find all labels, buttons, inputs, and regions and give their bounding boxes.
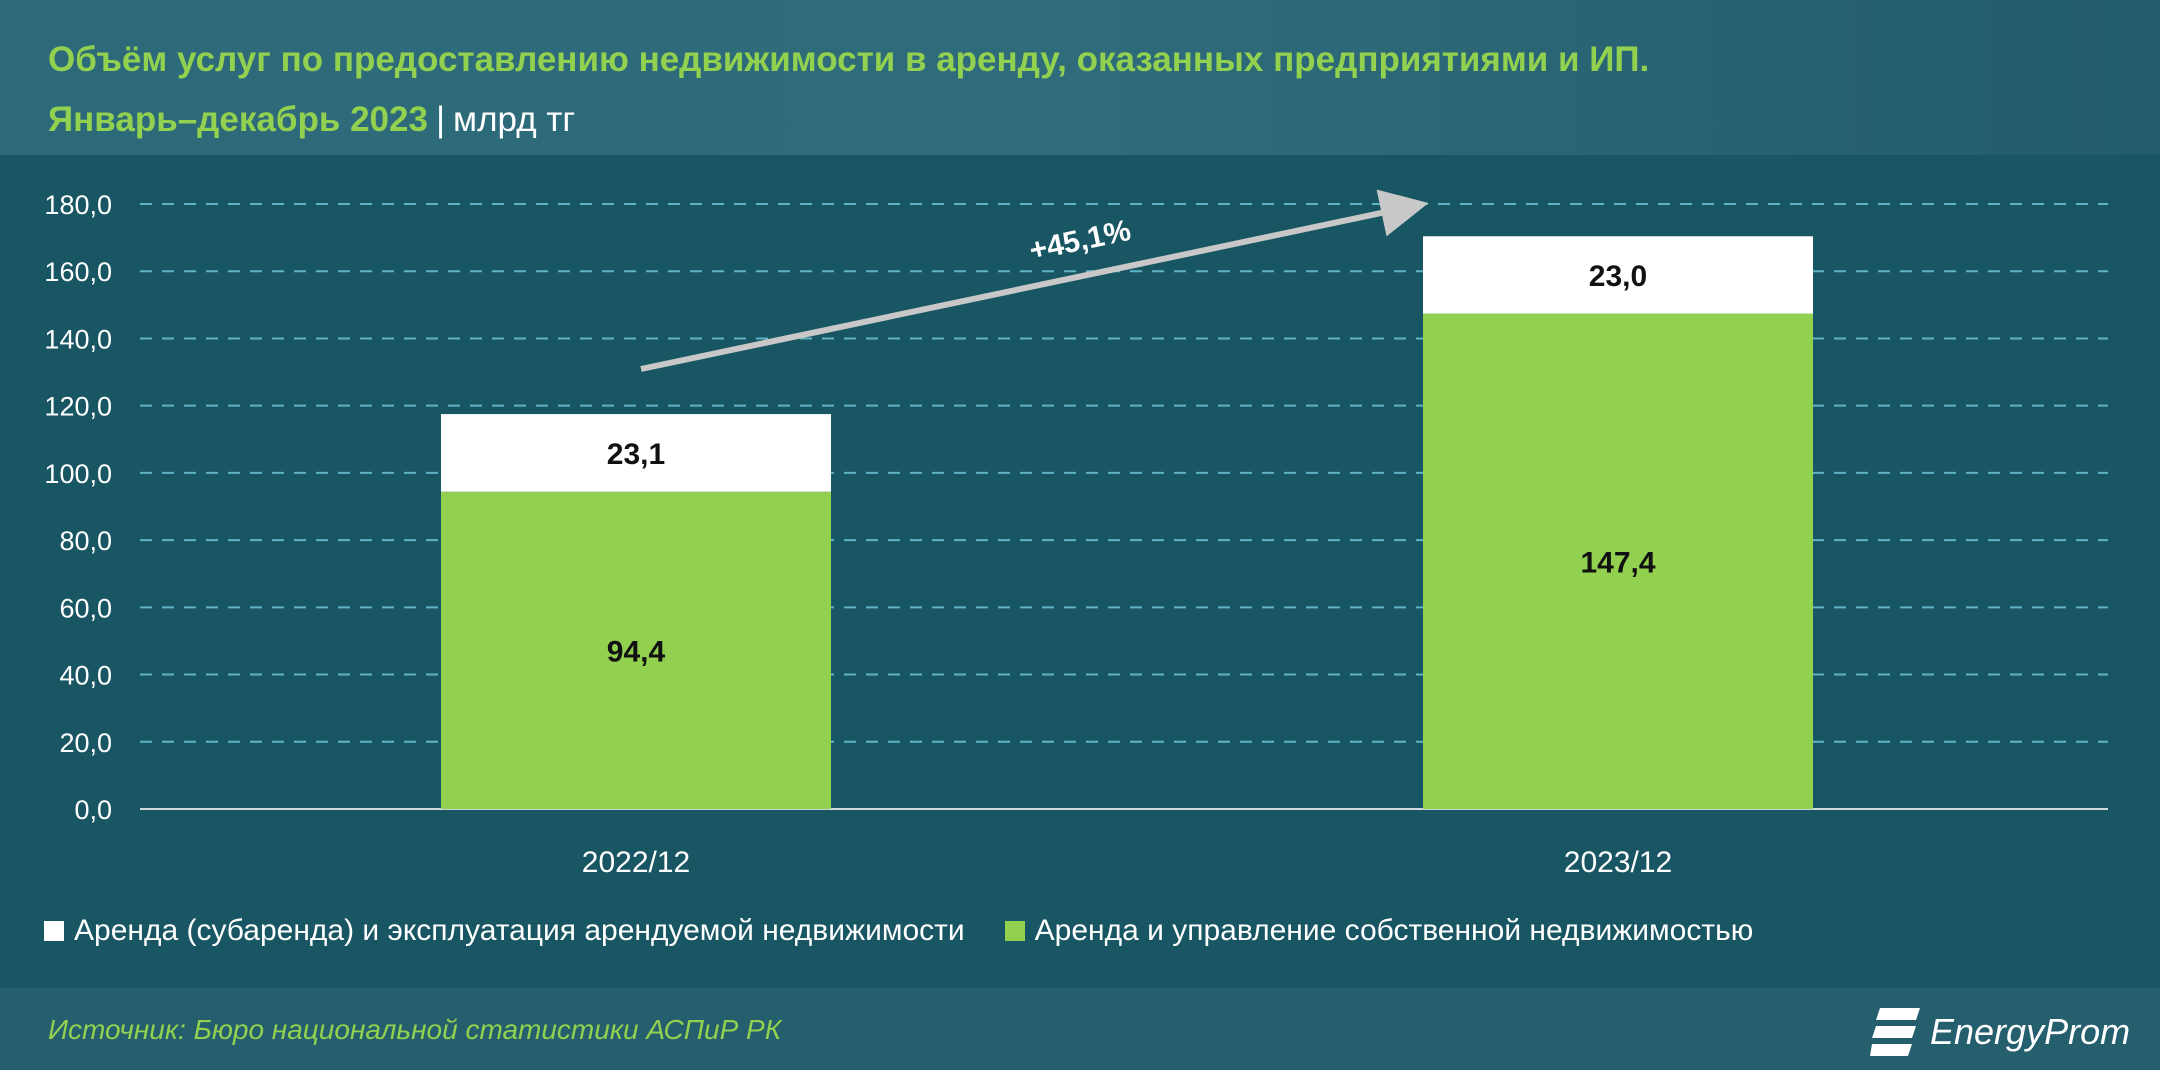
y-tick-label: 20,0 (59, 728, 112, 758)
data-label: 23,1 (607, 438, 665, 471)
bar-segment (441, 491, 831, 809)
source-text: Источник: Бюро национальной статистики А… (48, 1014, 782, 1045)
bar-segment (441, 414, 831, 492)
y-tick-label: 180,0 (44, 190, 112, 220)
y-tick-label: 80,0 (59, 526, 112, 556)
legend-item-own: Аренда и управление собственной недвижим… (1004, 914, 1754, 948)
growth-annotation: +45,1% (1026, 214, 1133, 268)
y-tick-label: 100,0 (44, 459, 112, 489)
title-period: Январь–декабрь 2023 (48, 100, 428, 139)
data-label: 23,0 (1589, 260, 1647, 293)
y-tick-label: 60,0 (59, 593, 112, 623)
growth-arrow (640, 189, 1429, 372)
y-tick-label: 0,0 (74, 795, 112, 825)
chart: 0,0 20,0 40,0 60,0 80,0 100,0 120,0 140,0 160,0 1… (44, 189, 2108, 879)
data-label: 94,4 (607, 635, 666, 668)
legend-label: Аренда и управление собственной недвижим… (1034, 914, 1754, 947)
legend: Аренда (субаренда) и эксплуатация аренду… (44, 914, 1753, 948)
x-tick-label: 2023/12 (1564, 846, 1672, 879)
bar-segment (1423, 313, 1813, 809)
y-tick-label: 120,0 (44, 392, 112, 422)
footer (0, 988, 2160, 1070)
bar-segment (1423, 236, 1813, 314)
title-line1: Объём услуг по предоставлению недвижимос… (48, 40, 1650, 79)
legend-item-rented: Аренда (субаренда) и эксплуатация аренду… (44, 914, 965, 948)
energyprom-logo: EnergyProm (1868, 1004, 2130, 1060)
logo-text: EnergyProm (1930, 1011, 2131, 1052)
logo-icon (1870, 1008, 1920, 1056)
y-tick-label: 140,0 (44, 324, 112, 354)
data-label: 147,4 (1580, 546, 1655, 579)
title-separator: | (435, 100, 446, 139)
y-tick-label: 160,0 (44, 257, 112, 287)
legend-swatch-green (1004, 921, 1025, 941)
title-unit: млрд тг (453, 100, 576, 139)
x-tick-label: 2022/12 (582, 846, 690, 879)
legend-label: Аренда (субаренда) и эксплуатация аренду… (74, 914, 965, 947)
legend-swatch-white (44, 921, 64, 941)
header: Объём услуг по предоставлению недвижимос… (0, 0, 2160, 155)
chart-title: Объём услуг по предоставлению недвижимос… (48, 30, 1649, 150)
y-tick-label: 40,0 (59, 661, 112, 691)
